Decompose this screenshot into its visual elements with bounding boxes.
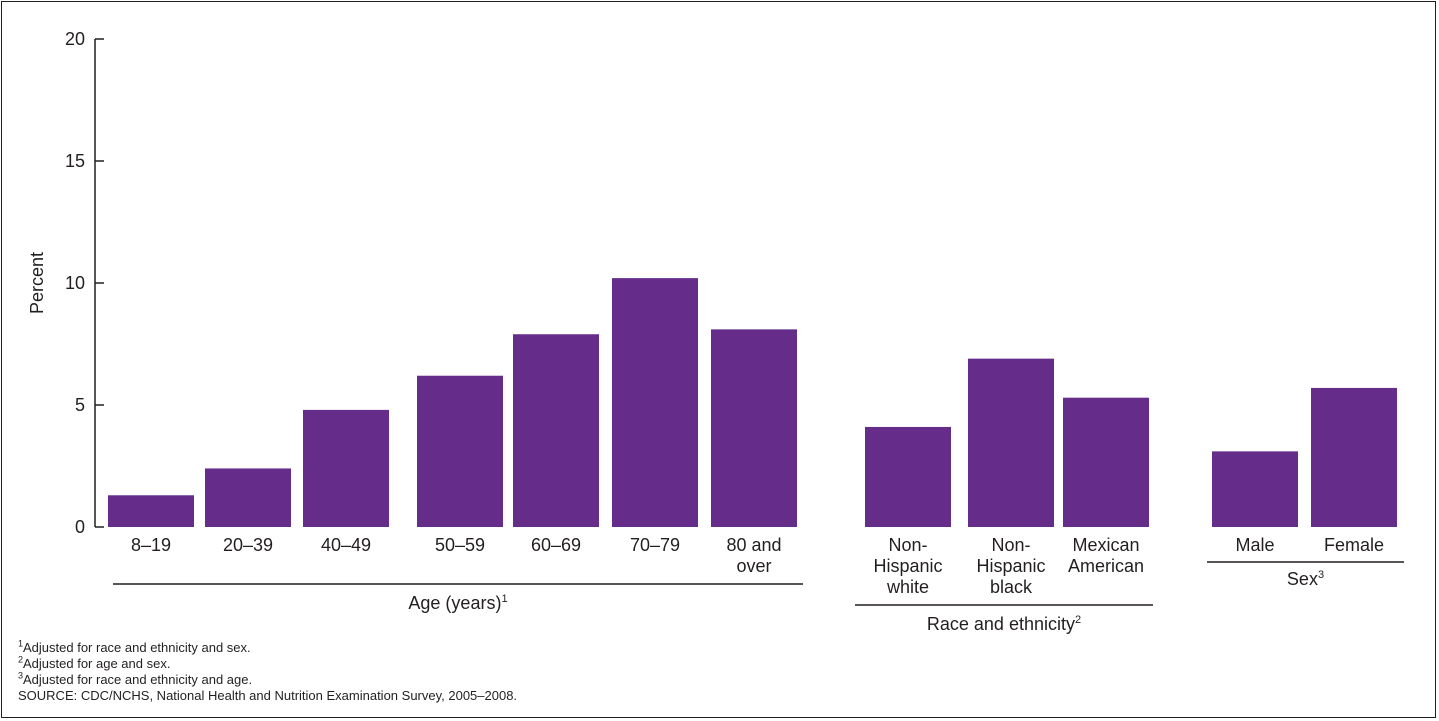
y-tick-label: 0 bbox=[75, 517, 85, 537]
category-label: Non-Hispanic black bbox=[976, 535, 1045, 597]
category-label: 40–49 bbox=[321, 535, 371, 555]
y-tick-label: 15 bbox=[65, 151, 85, 171]
bar bbox=[1063, 397, 1149, 527]
category-label: Female bbox=[1324, 535, 1384, 555]
group-labels: Age (years)1 Race and ethnicity2 Sex3 bbox=[113, 561, 1404, 634]
category-label: Non-Hispanic white bbox=[873, 535, 942, 597]
y-tick-label: 5 bbox=[75, 395, 85, 415]
bar bbox=[865, 426, 951, 527]
bars bbox=[108, 278, 1397, 527]
footnote-2: 2Adjusted for age and sex. bbox=[18, 654, 171, 671]
category-label: 50–59 bbox=[435, 535, 485, 555]
bar bbox=[303, 409, 389, 527]
category-label: 70–79 bbox=[630, 535, 680, 555]
y-axis: 0 5 10 15 20 bbox=[65, 29, 104, 537]
category-label: Male bbox=[1235, 535, 1274, 555]
bar bbox=[711, 329, 797, 527]
footnote-1: 1Adjusted for race and ethnicity and sex… bbox=[18, 638, 251, 655]
category-labels: 8–19 20–39 40–49 50–59 60–69 70–79 80 and over N… bbox=[131, 535, 1384, 597]
bar bbox=[108, 495, 194, 527]
group-label: Age (years)1 bbox=[408, 593, 507, 613]
category-label: 8–19 bbox=[131, 535, 171, 555]
bar bbox=[968, 358, 1054, 527]
bar bbox=[205, 468, 291, 527]
bar bbox=[1212, 451, 1298, 527]
category-label: Mexican American bbox=[1068, 535, 1144, 576]
category-label: 60–69 bbox=[531, 535, 581, 555]
bar bbox=[417, 375, 503, 527]
source-note: SOURCE: CDC/NCHS, National Health and Nu… bbox=[18, 688, 518, 703]
footnote-3: 3Adjusted for race and ethnicity and age… bbox=[18, 670, 253, 687]
bar-chart: 0 5 10 15 20 8–19 20–39 40–49 50–59 60–69 70–79 80… bbox=[27, 29, 1404, 634]
bar bbox=[612, 278, 698, 527]
y-tick-label: 10 bbox=[65, 273, 85, 293]
y-axis-title: Percent bbox=[27, 252, 47, 314]
category-label: 20–39 bbox=[223, 535, 273, 555]
category-label: 80 and over bbox=[726, 535, 781, 576]
group-label: Sex3 bbox=[1287, 569, 1324, 589]
group-label: Race and ethnicity2 bbox=[927, 614, 1081, 634]
y-tick-label: 20 bbox=[65, 29, 85, 49]
bar bbox=[513, 334, 599, 527]
bar bbox=[1311, 387, 1397, 527]
footnotes: 1Adjusted for race and ethnicity and sex… bbox=[18, 638, 518, 704]
